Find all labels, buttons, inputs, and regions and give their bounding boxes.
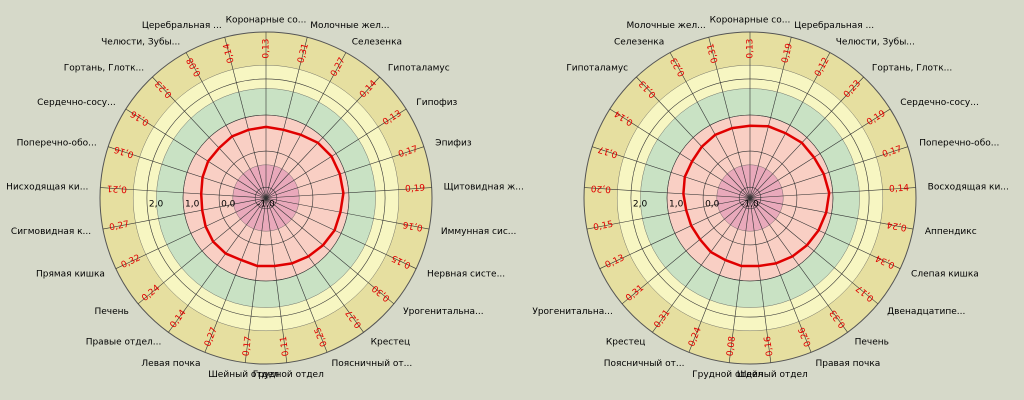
category-label: Щитовидная ж... [444, 182, 524, 192]
category-label: Шейный отдел [737, 370, 808, 380]
grid-circle [182, 114, 350, 282]
category-label: Печень [855, 338, 889, 348]
value-label: 0,20 [590, 182, 611, 193]
series-line [682, 124, 831, 268]
category-label: Иммунная сис... [441, 227, 517, 237]
category-label: Церебральная ... [142, 21, 222, 31]
category-label: Коронарные со... [226, 16, 307, 26]
category-label: Нервная систе... [427, 269, 505, 279]
category-label: Сигмовидная к... [11, 227, 91, 237]
category-label: Коронарные со... [710, 16, 791, 26]
category-label: Крестец [606, 338, 646, 348]
category-label: Урогенитальна... [532, 307, 613, 317]
category-label: Молочные жел... [310, 21, 389, 31]
category-label: Грудной отдел [692, 370, 763, 380]
category-label: Левая почка [141, 359, 200, 369]
category-label: Селезенка [614, 38, 664, 48]
category-label: Восходящая ки... [928, 182, 1009, 192]
category-label: Крестец [371, 338, 411, 348]
category-label: Эпифиз [435, 138, 472, 148]
r-tick-label: 1,0 [185, 200, 200, 210]
category-label: Печень [94, 307, 128, 317]
category-label: Гортань, Глотк... [64, 64, 144, 74]
category-label: Челюсти, Зубы... [836, 38, 915, 48]
category-label: Селезенка [352, 38, 402, 48]
value-label: 0,16 [763, 335, 775, 356]
category-label: Челюсти, Зубы... [101, 38, 180, 48]
grid-circle [146, 78, 386, 318]
category-label: Сердечно-сосу... [900, 98, 979, 108]
grid-circle [218, 150, 314, 246]
category-label: Поперечно-обо... [17, 138, 97, 148]
r-tick-label: 2,0 [633, 200, 648, 210]
value-label: 0,16 [402, 219, 424, 233]
category-label: Нисходящая ки... [6, 182, 88, 192]
value-label: 0,21 [107, 183, 128, 194]
category-label: Гипоталамус [566, 64, 628, 74]
value-label: 0,15 [593, 220, 615, 234]
value-label: 0,13 [262, 39, 272, 59]
category-label: Двенадцатипе... [887, 307, 965, 317]
category-label: Поперечно-обо... [919, 138, 999, 148]
series-line [199, 125, 345, 268]
r-tick-label: 0,0 [705, 200, 720, 210]
category-label: Сердечно-сосу... [37, 98, 116, 108]
category-label: Гипофиз [416, 98, 457, 108]
value-label: 0,08 [726, 335, 738, 356]
grid-circle [254, 186, 278, 210]
category-label: Прямая кишка [36, 269, 105, 279]
r-tick-label: 1,0 [669, 200, 684, 210]
category-label: Урогенитальна... [403, 307, 484, 317]
value-label: 0,14 [889, 183, 910, 194]
category-label: Гипоталамус [388, 64, 450, 74]
r-tick-label: 2,0 [149, 200, 164, 210]
value-label: 0,17 [242, 336, 254, 357]
grid-circle [738, 186, 762, 210]
category-label: Церебральная ... [794, 21, 874, 31]
grid-circle [666, 114, 834, 282]
grid-circle [630, 78, 870, 318]
category-label: Молочные жел... [627, 21, 706, 31]
category-label: Поясничный от... [604, 359, 685, 369]
r-tick-label: -1,0 [257, 200, 275, 210]
value-label: 0,31 [296, 42, 311, 64]
grid-circle [702, 150, 798, 246]
category-label: Гортань, Глотк... [872, 64, 952, 74]
r-tick-label: 0,0 [221, 200, 236, 210]
value-label: 0,11 [279, 336, 291, 357]
category-label: Грудной отдел [253, 370, 324, 380]
category-label: Поясничный от... [332, 359, 413, 369]
category-label: Аппендикс [925, 227, 977, 237]
value-label: 0,24 [886, 219, 908, 233]
radar-chart: -1,0 0,0 1,0 2,0 0,13 Коронарные со... 0,31 Мол… [6, 16, 524, 381]
value-label: 0,31 [706, 42, 721, 64]
value-label: 0,19 [405, 183, 426, 194]
radar-chart: -1,0 0,0 1,0 2,0 0,13 Коронарные со... 0,19 Цер… [532, 16, 1009, 381]
r-tick-label: -1,0 [741, 200, 759, 210]
category-label: Правая почка [816, 359, 881, 369]
value-label: 0,27 [109, 220, 131, 234]
value-label: 0,19 [780, 42, 795, 64]
category-label: Шейный отдел [208, 370, 279, 380]
category-label: Слепая кишка [911, 269, 979, 279]
category-label: Правые отдел... [86, 338, 162, 348]
value-label: 0,14 [222, 42, 237, 64]
value-label: 0,13 [746, 39, 756, 59]
